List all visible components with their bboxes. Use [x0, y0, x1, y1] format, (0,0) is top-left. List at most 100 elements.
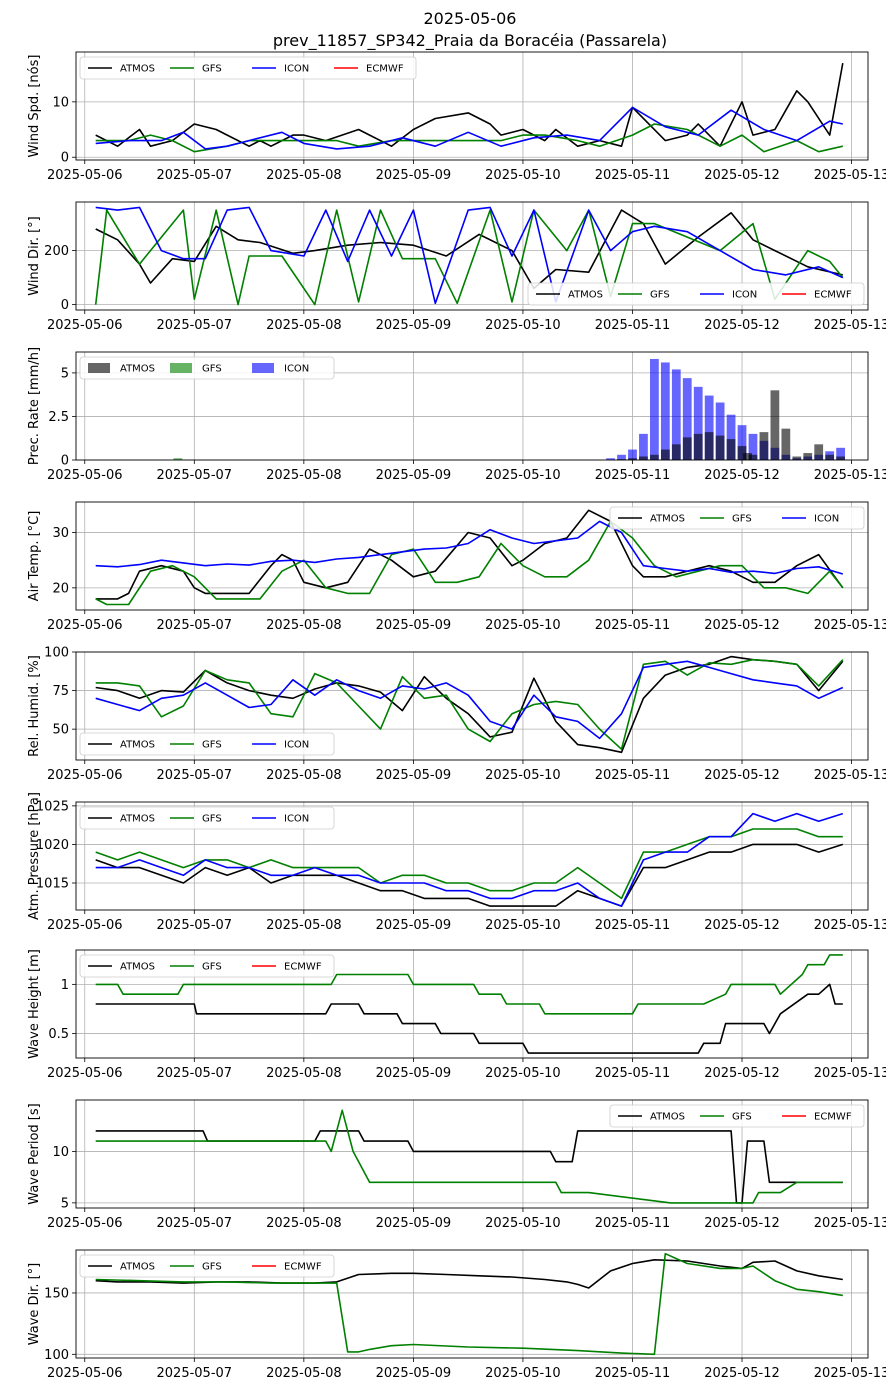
plot-area [95, 1252, 843, 1356]
series-line-icon [95, 812, 844, 907]
x-tick-label: 2025-05-07 [157, 1066, 233, 1081]
legend-box [79, 356, 335, 380]
legend: ATMOS GFS ICON [609, 506, 865, 530]
precip-bar-icon [650, 358, 659, 460]
legend-box [79, 56, 417, 80]
legend-box [79, 806, 335, 830]
precip-bar-atmos [737, 446, 747, 460]
x-tick-label: 2025-05-10 [485, 918, 561, 933]
x-tick-label: 2025-05-12 [704, 1216, 780, 1231]
series-line-gfs [95, 520, 844, 606]
legend: ATMOS GFS ICON [79, 806, 335, 830]
precip-bar-icon [715, 402, 725, 460]
x-tick-label: 2025-05-06 [47, 168, 123, 183]
plot-frame [75, 651, 869, 761]
y-tick-label: 75 [52, 684, 69, 699]
plot-frame [75, 949, 869, 1059]
x-tick-label: 2025-05-06 [47, 1366, 123, 1381]
x-tick-label: 2025-05-09 [376, 168, 452, 183]
chart-panel-3: 2025-05-06 2025-05-07 2025-05-08 2025-05-09… [27, 347, 886, 483]
legend-label-ecmwf: ECMWF [284, 962, 322, 973]
y-tick-label: 50 [52, 723, 69, 738]
precip-bar-icon [617, 454, 626, 460]
precip-bar-atmos [743, 453, 752, 460]
x-tick-label: 2025-05-08 [266, 1216, 342, 1231]
chart-panel-7: 2025-05-06 2025-05-07 2025-05-08 2025-05-09… [27, 949, 886, 1081]
legend-label-icon: ICON [284, 64, 309, 75]
x-tick-label: 2025-05-09 [376, 468, 452, 483]
plot-area [173, 358, 845, 460]
x-tick-label: 2025-05-09 [376, 1066, 452, 1081]
chart-panel-6: 2025-05-06 2025-05-07 2025-05-08 2025-05-09… [27, 792, 886, 933]
x-tick-label: 2025-05-13 [814, 1066, 886, 1081]
x-tick-label: 2025-05-06 [47, 468, 123, 483]
plot-area [95, 509, 844, 606]
x-tick-label: 2025-05-09 [376, 1216, 452, 1231]
x-tick-label: 2025-05-13 [814, 318, 886, 333]
x-tick-label: 2025-05-08 [266, 318, 342, 333]
precip-bar-atmos [792, 456, 802, 460]
y-tick-label: 20 [52, 581, 69, 596]
x-tick-label: 2025-05-10 [485, 1216, 561, 1231]
x-tick-label: 2025-05-10 [485, 1366, 561, 1381]
x-tick-label: 2025-05-07 [157, 768, 233, 783]
precip-bar-icon [726, 414, 736, 460]
x-tick-label: 2025-05-12 [704, 768, 780, 783]
plot-frame [75, 1249, 869, 1359]
plot-area [95, 62, 844, 153]
x-tick-label: 2025-05-07 [157, 1216, 233, 1231]
x-tick-label: 2025-05-09 [376, 768, 452, 783]
y-tick-label: 150 [44, 1286, 69, 1301]
plot-area [95, 954, 843, 1054]
x-tick-label: 2025-05-08 [266, 1066, 342, 1081]
precip-bar-atmos [628, 458, 637, 460]
legend-label-atmos: ATMOS [120, 814, 155, 825]
legend-label-atmos: ATMOS [120, 64, 155, 75]
series-line-gfs [95, 1252, 843, 1356]
precip-bar-icon [704, 395, 714, 460]
legend-label-icon: ICON [284, 740, 309, 751]
x-tick-label: 2025-05-13 [814, 168, 886, 183]
x-tick-label: 2025-05-13 [814, 618, 886, 633]
series-line-atmos [95, 62, 844, 147]
x-tick-label: 2025-05-13 [814, 1366, 886, 1381]
precip-bar-atmos [803, 453, 813, 460]
figure-date-title: 2025-05-06 [424, 9, 517, 28]
x-tick-label: 2025-05-07 [157, 468, 233, 483]
legend: ATMOS GFS ICON ECMWF [527, 282, 865, 306]
y-axis-label: Wind Dir. [°] [27, 216, 42, 296]
y-axis-label: Wave Height [m] [27, 949, 42, 1059]
legend-swatch-icon [252, 363, 274, 373]
y-tick-label: 5 [61, 1196, 69, 1211]
precip-bar-icon [639, 433, 648, 460]
legend-swatch-atmos [88, 363, 110, 373]
x-tick-label: 2025-05-11 [595, 1216, 671, 1231]
x-tick-label: 2025-05-10 [485, 1066, 561, 1081]
x-tick-label: 2025-05-11 [595, 618, 671, 633]
x-tick-label: 2025-05-13 [814, 918, 886, 933]
precip-bar-atmos [660, 449, 670, 460]
legend-label-atmos: ATMOS [120, 962, 155, 973]
x-tick-label: 2025-05-06 [47, 918, 123, 933]
x-tick-label: 2025-05-11 [595, 1066, 671, 1081]
series-line-icon [95, 206, 844, 305]
precip-bar-atmos [836, 456, 845, 460]
legend-label-gfs: GFS [202, 1262, 222, 1273]
y-axis-label: Wave Period [s] [27, 1103, 42, 1204]
legend-label-gfs: GFS [732, 514, 752, 525]
legend-box [79, 954, 335, 978]
legend-label-ecmwf: ECMWF [814, 290, 852, 301]
x-tick-label: 2025-05-07 [157, 918, 233, 933]
x-tick-label: 2025-05-11 [595, 168, 671, 183]
chart-panel-5: 2025-05-06 2025-05-07 2025-05-08 2025-05-09… [27, 646, 886, 784]
y-tick-label: 100 [44, 1348, 69, 1363]
legend-label-gfs: GFS [732, 1112, 752, 1123]
precip-bar-atmos [704, 432, 714, 460]
y-tick-label: 10 [52, 95, 69, 110]
legend: ATMOS GFS ICON [79, 732, 335, 756]
x-tick-label: 2025-05-09 [376, 918, 452, 933]
precip-bar-icon [737, 425, 747, 460]
precip-bar-icon [682, 378, 692, 460]
x-tick-label: 2025-05-08 [266, 468, 342, 483]
y-tick-label: 0 [61, 454, 69, 469]
